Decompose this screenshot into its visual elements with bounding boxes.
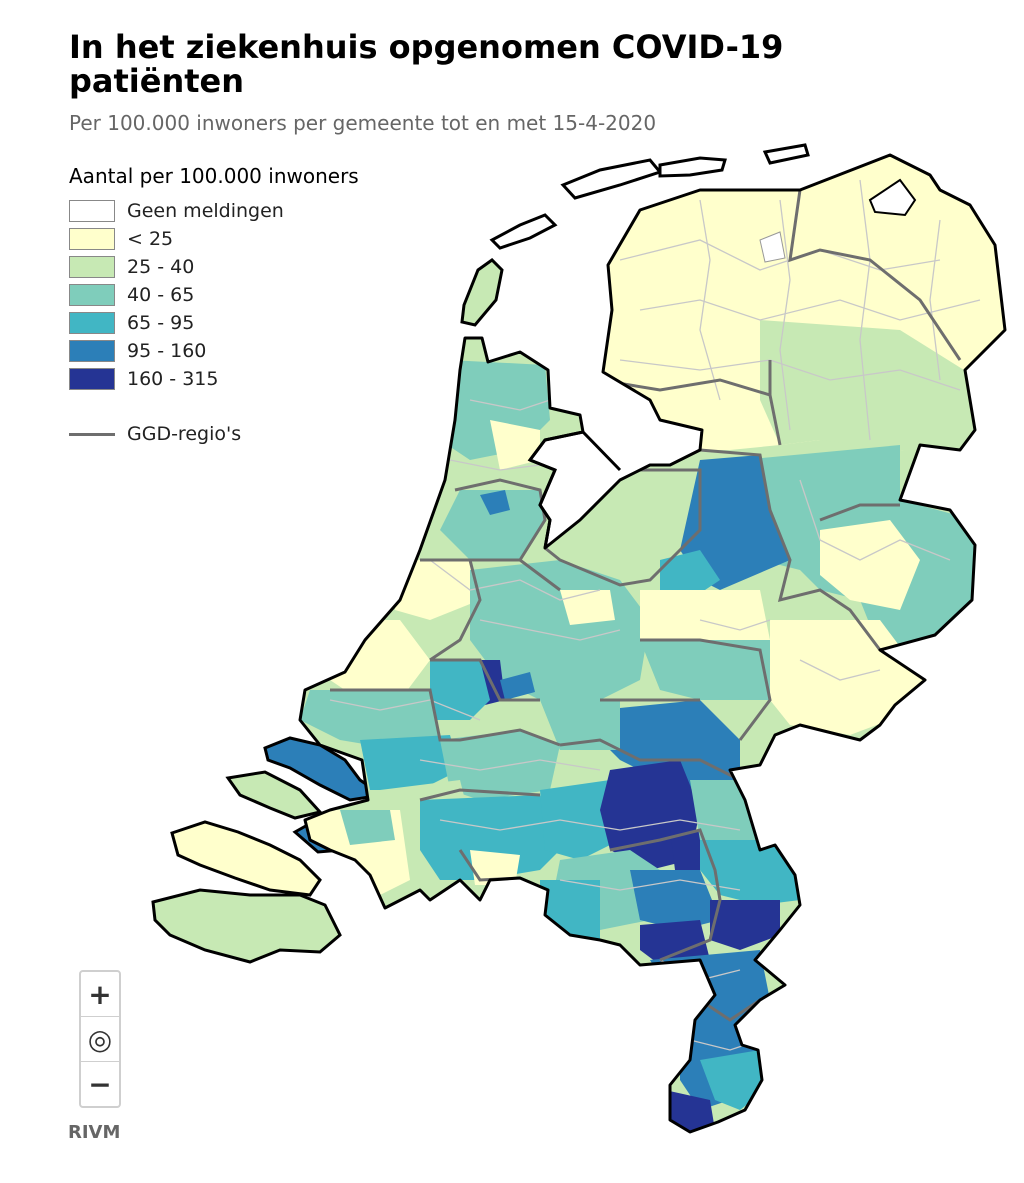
map-subtitle: Per 100.000 inwoners per gemeente tot en… (69, 111, 657, 135)
municipality-borders (329, 179, 981, 1051)
legend-swatch (69, 200, 115, 222)
legend-label: 25 - 40 (127, 256, 195, 278)
legend-label: 95 - 160 (127, 340, 207, 362)
legend-swatch (69, 368, 115, 390)
legend-swatch (69, 256, 115, 278)
ijsselmeer-shore (527, 430, 622, 549)
no-reports-area (868, 178, 917, 217)
legend-ggd-row: GGD-regio's (69, 423, 409, 445)
legend-swatch (69, 312, 115, 334)
legend-label: < 25 (127, 228, 174, 250)
legend-item: 40 - 65 (69, 281, 409, 309)
legend-swatch (69, 340, 115, 362)
legend-ggd-label: GGD-regio's (127, 423, 242, 445)
wadden-islands (460, 143, 810, 327)
legend-item: 25 - 40 (69, 253, 409, 281)
no-reports-area (759, 231, 786, 263)
legend-item: 95 - 160 (69, 337, 409, 365)
legend-label: 40 - 65 (127, 284, 195, 306)
legend-title: Aantal per 100.000 inwoners (69, 164, 359, 188)
legend-swatch (69, 284, 115, 306)
target-icon[interactable]: ◎ (81, 1017, 119, 1062)
legend-item: Geen meldingen (69, 197, 409, 225)
legend-swatch (69, 228, 115, 250)
legend-label: Geen meldingen (127, 200, 284, 222)
legend-item: 160 - 315 (69, 365, 409, 393)
zoom-control: + ◎ − (79, 970, 121, 1108)
map-legend: Aantal per 100.000 inwoners Geen melding… (69, 164, 409, 445)
legend-label: 65 - 95 (127, 312, 195, 334)
minus-icon[interactable]: − (88, 1067, 112, 1101)
country-outline (298, 153, 1007, 1134)
source-credit: RIVM (68, 1122, 121, 1143)
legend-label: 160 - 315 (127, 368, 219, 390)
ggd-line-swatch (69, 432, 115, 436)
legend-item: 65 - 95 (69, 309, 409, 337)
map-title: In het ziekenhuis opgenomen COVID-19 pat… (69, 28, 784, 100)
legend-item: < 25 (69, 225, 409, 253)
plus-icon[interactable]: + (81, 972, 119, 1017)
zeeland-islands (151, 736, 386, 964)
